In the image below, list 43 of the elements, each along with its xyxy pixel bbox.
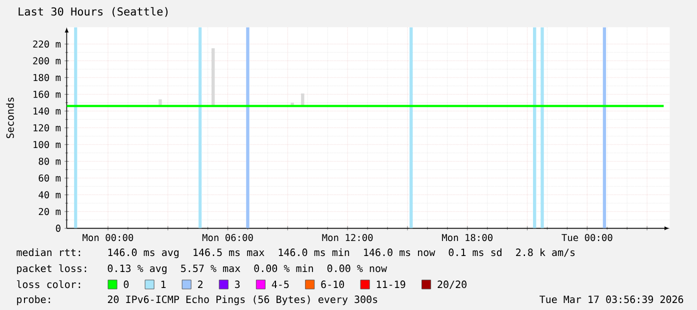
x-tick-label: Mon 06:00 (202, 234, 253, 242)
y-tick-label: 140 m (34, 107, 61, 115)
text: median rtt: (16, 248, 80, 256)
text: 146.5 ms max (194, 248, 264, 256)
y-tick-label: 200 m (33, 57, 61, 64)
x-tick-label: Mon 00:00 (82, 234, 134, 242)
y-tick-label: 20 m (38, 208, 61, 216)
y-tick-label: 180 m (34, 74, 61, 82)
legend-label: 6-10 (321, 280, 344, 288)
y-tick-label: 160 m (34, 90, 61, 98)
y-tick-label: 220 m (33, 40, 61, 48)
legend-label: 4-5 (272, 280, 289, 288)
x-tick-label: Tue 00:00 (562, 234, 612, 242)
text: 146.0 ms avg (108, 248, 179, 258)
text: Tue Mar 17 03:56:39 2026 (540, 296, 684, 304)
legend-label: 2 (198, 280, 202, 288)
text: 0.00 % now (327, 264, 388, 272)
legend-label: 1 (161, 280, 166, 288)
text: 146.0 ms now (364, 248, 436, 256)
text: 0.1 ms sd (448, 248, 502, 256)
legend-label: 3 (235, 280, 240, 288)
text: 2.8 k am/s (516, 248, 575, 257)
chart-title: Last 30 Hours (Seattle) (18, 7, 168, 17)
y-axis-title: Seconds (6, 98, 14, 138)
text: packet loss: (17, 264, 86, 274)
text: 0.13 % avg (108, 264, 166, 274)
y-tick-label: 80 m (38, 158, 61, 165)
x-tick-label: Mon 12:00 (322, 234, 373, 242)
legend-label: 20/20 (438, 280, 466, 289)
text: 146.0 ms min (278, 248, 350, 256)
y-tick-label: 60 m (38, 174, 61, 182)
text: probe: (17, 295, 50, 306)
y-tick-label: 100 m (34, 140, 61, 148)
y-tick-label: 120 m (34, 124, 61, 132)
text: 0.00 % min (254, 264, 313, 272)
legend-label: 0 (124, 280, 129, 288)
text: 20 IPv6-ICMP Echo Pings (56 Bytes) every 300s (108, 295, 378, 306)
x-tick-label: Mon 18:00 (442, 234, 492, 242)
legend-title: loss color: (16, 280, 80, 288)
y-tick-label: 0 (56, 224, 60, 232)
y-tick-label: 40 m (38, 191, 61, 198)
legend-label: 11-19 (376, 280, 406, 288)
text: 5.57 % max (181, 264, 240, 272)
